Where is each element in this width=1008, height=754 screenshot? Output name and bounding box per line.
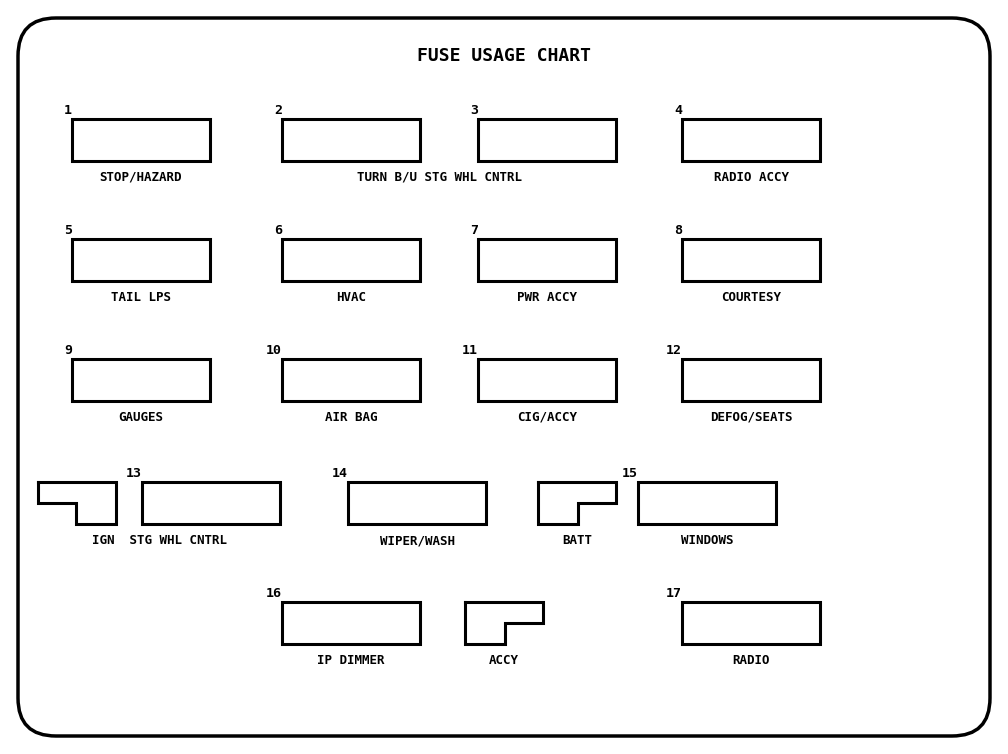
Bar (282, 359, 420, 401)
Text: TURN B/U STG WHL CNTRL: TURN B/U STG WHL CNTRL (357, 171, 521, 184)
Text: 12: 12 (666, 344, 682, 357)
Bar (282, 119, 420, 161)
Text: 1: 1 (64, 104, 72, 117)
Bar (282, 239, 420, 281)
Bar (142, 482, 280, 524)
Text: PWR ACCY: PWR ACCY (517, 291, 577, 304)
Text: 9: 9 (64, 344, 72, 357)
Text: 14: 14 (332, 467, 348, 480)
Bar (478, 119, 616, 161)
Text: 5: 5 (64, 224, 72, 237)
Bar (72, 359, 210, 401)
Text: DEFOG/SEATS: DEFOG/SEATS (710, 411, 792, 424)
Text: WIPER/WASH: WIPER/WASH (379, 534, 455, 547)
Text: 2: 2 (274, 104, 282, 117)
FancyBboxPatch shape (18, 18, 990, 736)
Text: BATT: BATT (562, 534, 592, 547)
Text: 13: 13 (126, 467, 142, 480)
Text: GAUGES: GAUGES (119, 411, 163, 424)
Text: AIR BAG: AIR BAG (325, 411, 377, 424)
Bar (478, 239, 616, 281)
Text: IGN  STG WHL CNTRL: IGN STG WHL CNTRL (92, 534, 227, 547)
Bar (72, 239, 210, 281)
Bar (682, 239, 820, 281)
Text: 10: 10 (266, 344, 282, 357)
Bar (282, 602, 420, 644)
Bar (478, 359, 616, 401)
Bar (72, 119, 210, 161)
Bar (348, 482, 486, 524)
Bar (682, 359, 820, 401)
Text: CIG/ACCY: CIG/ACCY (517, 411, 577, 424)
Text: 15: 15 (622, 467, 638, 480)
Text: 17: 17 (666, 587, 682, 600)
Text: 11: 11 (462, 344, 478, 357)
Text: STOP/HAZARD: STOP/HAZARD (100, 171, 182, 184)
Text: IP DIMMER: IP DIMMER (318, 654, 385, 667)
Text: 16: 16 (266, 587, 282, 600)
Text: 8: 8 (674, 224, 682, 237)
Text: WINDOWS: WINDOWS (680, 534, 733, 547)
Text: 3: 3 (470, 104, 478, 117)
Bar (682, 119, 820, 161)
Text: RADIO ACCY: RADIO ACCY (714, 171, 788, 184)
Text: FUSE USAGE CHART: FUSE USAGE CHART (417, 47, 591, 65)
Text: HVAC: HVAC (336, 291, 366, 304)
Text: RADIO: RADIO (732, 654, 770, 667)
Text: 4: 4 (674, 104, 682, 117)
Text: 7: 7 (470, 224, 478, 237)
Text: 6: 6 (274, 224, 282, 237)
Bar (638, 482, 776, 524)
Text: COURTESY: COURTESY (721, 291, 781, 304)
Bar (682, 602, 820, 644)
Text: ACCY: ACCY (489, 654, 519, 667)
Text: TAIL LPS: TAIL LPS (111, 291, 171, 304)
